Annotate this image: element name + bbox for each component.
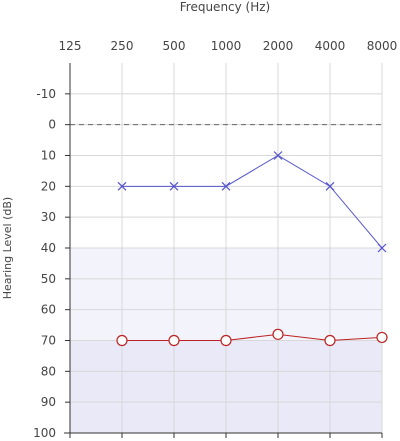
y-tick-label-60: 60 bbox=[41, 303, 56, 317]
series-1-point-500 bbox=[168, 334, 180, 347]
x-tick-label-250: 250 bbox=[111, 39, 134, 53]
series-0-point-250 bbox=[117, 181, 127, 191]
series-1-point-2000 bbox=[272, 328, 284, 340]
series-0-point-8000 bbox=[377, 243, 387, 253]
series-0-point-500 bbox=[169, 181, 179, 191]
x-tick-label-8000: 8000 bbox=[367, 39, 398, 53]
series-0-cross bbox=[117, 151, 387, 253]
y-tick-label-70: 70 bbox=[41, 334, 56, 348]
x-tick-label-1000: 1000 bbox=[211, 39, 242, 53]
series-1-point-4000 bbox=[324, 334, 336, 347]
y-tick-label-0: 0 bbox=[48, 118, 56, 132]
series-1-point-8000 bbox=[376, 331, 388, 344]
y-tick-label-10: 10 bbox=[41, 149, 56, 163]
x-tick-labels: 125 250 500 1000 2000 4000 8000 bbox=[59, 39, 398, 53]
series-1-circle bbox=[116, 328, 388, 347]
y-tick-label-100: 100 bbox=[33, 426, 56, 440]
y-tick-label-30: 30 bbox=[41, 210, 56, 224]
series-group bbox=[116, 151, 388, 347]
y-tick-label-90: 90 bbox=[41, 395, 56, 409]
y-tick-label-20: 20 bbox=[41, 179, 56, 193]
axes bbox=[64, 63, 383, 438]
x-tick-label-500: 500 bbox=[163, 39, 186, 53]
series-1-point-250 bbox=[116, 334, 128, 347]
series-0-point-2000 bbox=[273, 151, 283, 160]
y-tick-label--10: -10 bbox=[36, 87, 56, 101]
y-tick-label-50: 50 bbox=[41, 272, 56, 286]
x-tick-label-125: 125 bbox=[59, 39, 82, 53]
series-0-point-1000 bbox=[221, 181, 231, 191]
y-axis-title: Hearing Level (dB) bbox=[1, 197, 14, 299]
series-0-line bbox=[122, 154, 383, 249]
y-tick-label-80: 80 bbox=[41, 364, 56, 378]
series-1-point-1000 bbox=[220, 334, 232, 347]
x-tick-label-4000: 4000 bbox=[315, 39, 346, 53]
y-tick-label-40: 40 bbox=[41, 241, 56, 255]
x-axis-title: Frequency (Hz) bbox=[180, 0, 271, 14]
series-1-line bbox=[122, 333, 383, 342]
series-0-point-4000 bbox=[325, 181, 335, 191]
x-tick-label-2000: 2000 bbox=[263, 39, 294, 53]
y-tick-labels: -10 0 10 20 30 40 50 60 70 80 90 100 bbox=[33, 87, 56, 440]
